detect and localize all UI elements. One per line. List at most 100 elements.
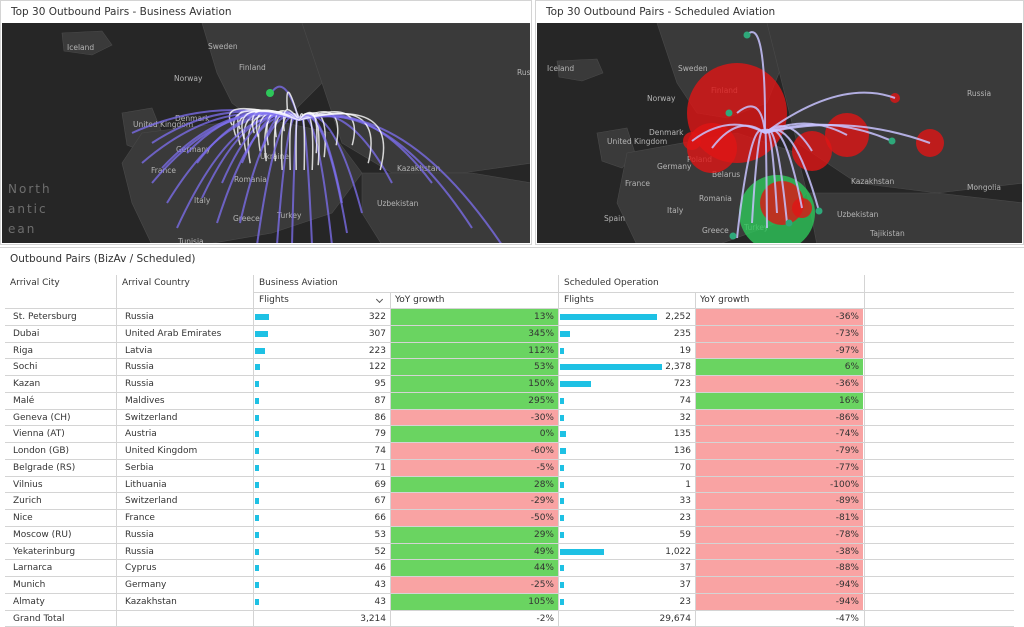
sched-yoy-cell: 6%	[696, 359, 863, 376]
biz-flights-cell: 66	[255, 510, 390, 526]
column-header-flights-biz[interactable]: Flights	[254, 292, 390, 308]
column-header-yoy-biz[interactable]: YoY growth	[395, 295, 445, 305]
map-label: Norway	[174, 74, 203, 83]
airport-marker[interactable]	[743, 31, 751, 39]
biz-yoy-cell: -30%	[391, 409, 558, 426]
airport-marker[interactable]	[729, 232, 737, 240]
flights-bar	[560, 481, 564, 488]
column-divider	[558, 275, 559, 627]
flights-value: 307	[368, 328, 386, 339]
column-divider	[253, 275, 254, 627]
flights-bar	[255, 448, 259, 454]
arrival-city-cell: Moscow (RU)	[13, 529, 72, 540]
map-label: Kazakhstan	[397, 164, 440, 173]
flights-bar	[255, 481, 259, 488]
flights-bar	[560, 347, 564, 354]
flights-value: 32	[679, 412, 691, 423]
column-header-flights-sched[interactable]: Flights	[564, 295, 594, 305]
column-header-arrival-country[interactable]: Arrival Country	[122, 278, 190, 288]
flights-value: 322	[368, 312, 386, 322]
flights-value: 59	[679, 529, 691, 540]
map-label: Tajikistan	[869, 229, 905, 238]
arrival-city-cell: London (GB)	[13, 446, 70, 456]
flights-bar	[560, 531, 564, 538]
row-divider	[5, 375, 1014, 376]
biz-yoy-cell: 13%	[391, 309, 558, 325]
sched-yoy-cell: -74%	[696, 426, 863, 443]
biz-yoy-cell: -29%	[391, 493, 558, 510]
row-divider	[5, 425, 1014, 427]
biz-yoy-cell: 150%	[391, 376, 558, 392]
map-label: Sweden	[678, 64, 708, 73]
arrival-city-cell: Zurich	[13, 496, 42, 507]
map-label: Sweden	[208, 42, 238, 51]
biz-flights-cell: 87	[255, 393, 390, 409]
land-shape	[61, 30, 113, 56]
biz-flights-cell: 67	[255, 493, 390, 509]
map-label: Kazakhstan	[851, 177, 894, 186]
sched-yoy-cell: -97%	[696, 342, 863, 359]
map-panel-scheduled-aviation: Top 30 Outbound Pairs - Scheduled Aviati…	[535, 0, 1024, 245]
flights-bar	[255, 531, 259, 538]
flights-value: 33	[679, 496, 691, 507]
biz-flights-cell: 69	[255, 477, 390, 493]
airport-marker[interactable]	[725, 109, 733, 117]
airport-marker[interactable]	[888, 137, 896, 145]
sched-yoy-cell: -47%	[835, 613, 859, 624]
biz-flights-cell: 52	[255, 544, 390, 560]
biz-flights-cell: 122	[255, 359, 390, 375]
map-label: North	[8, 182, 52, 196]
arrival-country-cell: Serbia	[125, 462, 154, 473]
map-label: Iceland	[67, 43, 94, 52]
chevron-down-icon[interactable]	[375, 295, 384, 304]
column-header-arrival-city[interactable]: Arrival City	[10, 278, 60, 288]
flights-value: 67	[374, 496, 386, 507]
airport-marker[interactable]	[266, 89, 274, 97]
table-title: Outbound Pairs (BizAv / Scheduled)	[10, 253, 196, 265]
flights-value: 37	[679, 563, 691, 574]
flight-arc-highlight	[241, 110, 300, 140]
column-divider	[390, 292, 391, 627]
biz-flights-cell: 43	[255, 577, 390, 593]
flights-value: 69	[374, 479, 386, 490]
column-divider	[864, 275, 865, 627]
biz-flights-cell: 53	[255, 527, 390, 543]
arrival-city-cell: Munich	[13, 580, 46, 590]
biz-yoy-cell: 112%	[391, 342, 558, 359]
map-label: Germany	[176, 145, 211, 154]
flight-arc-highlight	[298, 113, 385, 171]
biz-yoy-cell: 105%	[391, 593, 558, 610]
airport-marker[interactable]	[785, 219, 793, 227]
flights-value: 2,252	[665, 312, 691, 322]
flights-bar	[560, 598, 564, 605]
flights-bar	[560, 498, 564, 505]
flights-value: 74	[679, 395, 691, 406]
biz-flights-cell: 3,214	[255, 611, 390, 627]
row-divider	[5, 341, 1014, 343]
sched-yoy-cell: -100%	[696, 476, 863, 493]
arrival-country-cell: Switzerland	[125, 412, 178, 423]
sched-yoy-cell: -36%	[696, 309, 863, 325]
sched-yoy-cell: -89%	[696, 493, 863, 510]
sched-flights-cell: 2,378	[560, 359, 695, 375]
map-label: Denmark	[649, 128, 684, 137]
column-header-yoy-sched[interactable]: YoY growth	[700, 295, 750, 305]
destination-bubble[interactable]	[760, 181, 804, 225]
sched-flights-cell: 135	[560, 426, 695, 442]
land-shape	[556, 58, 604, 82]
map-scheduled-aviation[interactable]: IcelandSwedenFinlandNorwayRussiaUnited K…	[537, 23, 1022, 243]
biz-flights-cell: 71	[255, 460, 390, 476]
arrival-city-cell: Vilnius	[13, 479, 43, 490]
flights-value: 23	[679, 596, 691, 607]
flight-arc-highlight	[298, 113, 306, 171]
sched-flights-cell: 19	[560, 343, 695, 359]
map-label: Belarus	[712, 170, 740, 179]
map-label: ean	[8, 222, 36, 236]
map-business-aviation[interactable]: Iceland Sweden Finland Norway United Kingdom…	[2, 23, 530, 243]
map-label: Turkey	[276, 211, 302, 220]
airport-marker[interactable]	[815, 207, 823, 215]
flights-value: 79	[374, 429, 386, 440]
flights-bar	[560, 464, 564, 471]
sched-yoy-cell: 16%	[696, 392, 863, 409]
flights-bar	[560, 448, 566, 454]
